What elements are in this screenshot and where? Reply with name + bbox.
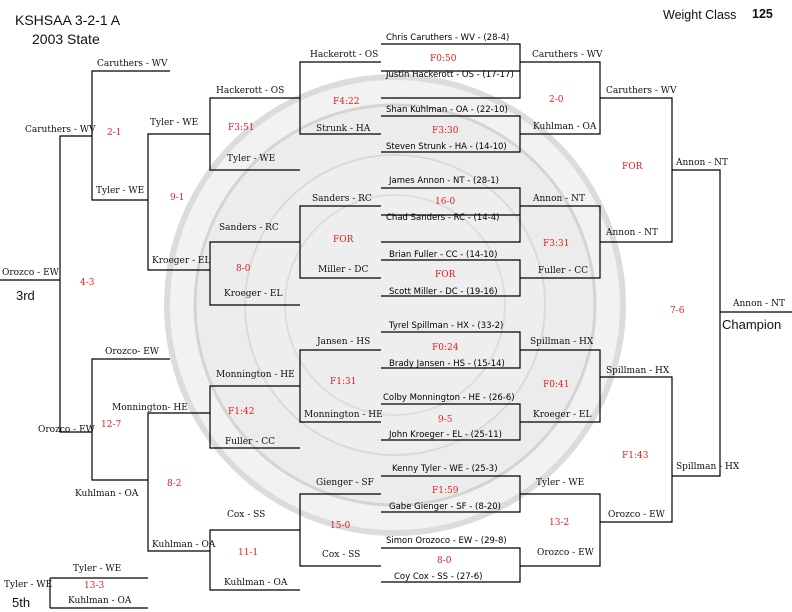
left-r4-name: Kuhlman - OA xyxy=(75,489,139,499)
match-6-top: Colby Monnington - HE - (26-6) xyxy=(383,393,515,403)
right-r1-name: Orozco - EW xyxy=(537,548,594,558)
match-7-bottom: Gabe Gienger - SF - (8-20) xyxy=(389,502,501,512)
left-r5-name: Caruthers - WV xyxy=(25,125,96,135)
left-r2-name: Kroeger - EL xyxy=(224,289,283,299)
champion-name: Annon - NT xyxy=(733,299,785,309)
right-r1-name: Kuhlman - OA xyxy=(533,122,597,132)
fifth-score: 13-3 xyxy=(84,581,105,591)
match-5-score: F0:24 xyxy=(432,343,459,353)
right-r2-name: Annon - NT xyxy=(606,228,658,238)
match-5-top: Tyrel Spillman - HX - (33-2) xyxy=(389,321,504,331)
left-r1-name: Cox - SS xyxy=(322,550,361,560)
match-8-top: Simon Orozoco - EW - (29-8) xyxy=(386,536,507,546)
match-2-top: Shan Kuhlman - OA - (22-10) xyxy=(386,105,508,115)
left-r1-score: F4:22 xyxy=(333,97,360,107)
fifth-winner: Tyler - WE xyxy=(4,580,53,590)
left-r3-name: Kroeger - EL xyxy=(152,256,211,266)
left-r2-score: 11-1 xyxy=(238,548,259,558)
left-r1-score: 15-0 xyxy=(330,521,351,531)
left-r1-score: F1:31 xyxy=(330,377,357,387)
match-3-bottom: Chad Sanders - RC - (14-4) xyxy=(386,213,500,223)
left-r3-name: Tyler - WE xyxy=(96,186,145,196)
match-7-top: Kenny Tyler - WE - (25-3) xyxy=(392,464,498,474)
left-r4-name: Orozco- EW xyxy=(105,347,160,357)
left-r2-name: Kuhlman - OA xyxy=(224,578,288,588)
left-r3-name: Kuhlman - OA xyxy=(152,540,216,550)
match-1-top: Chris Caruthers - WV - (28-4) xyxy=(386,33,510,43)
match-1-score: F0:50 xyxy=(430,54,457,64)
left-r5-score: 4-3 xyxy=(80,278,95,288)
match-5-bottom: Brady Jansen - HS - (15-14) xyxy=(389,359,505,369)
match-4-bottom: Scott Miller - DC - (19-16) xyxy=(389,287,498,297)
left-r2-name: Sanders - RC xyxy=(219,223,279,233)
right-r2-name: Orozco - EW xyxy=(608,510,665,520)
right-r1-name: Fuller - CC xyxy=(538,266,588,276)
left-r1-name: Strunk - HA xyxy=(316,124,371,134)
left-r3-score: 8-2 xyxy=(167,479,182,489)
match-4-top: Brian Fuller - CC - (14-10) xyxy=(389,250,498,260)
match-8-score: 8-0 xyxy=(437,556,452,566)
match-7-score: F1:59 xyxy=(432,486,459,496)
third-place-name: Orozco - EW xyxy=(2,268,59,278)
tournament-year: 2003 State xyxy=(32,31,100,47)
left-r2-score: F3:51 xyxy=(228,123,255,133)
weight-class-label: Weight Class xyxy=(663,8,737,22)
third-place-label: 3rd xyxy=(16,288,35,303)
right-r1-score: F0:41 xyxy=(543,380,570,390)
left-r3-name: Monnington- HE xyxy=(112,403,188,413)
left-r2-name: Hackerott - OS xyxy=(216,86,285,96)
left-r5-name: Orozco - EW xyxy=(38,425,95,435)
right-r2-score: FOR xyxy=(622,162,643,172)
left-r4-name: Caruthers - WV xyxy=(97,59,168,69)
match-3-top: James Annon - NT - (28-1) xyxy=(389,176,499,186)
right-r2-name: Caruthers - WV xyxy=(606,86,677,96)
left-r4-score: 2-1 xyxy=(107,128,122,138)
left-r1-name: Jansen - HS xyxy=(317,337,371,347)
left-r2-name: Cox - SS xyxy=(227,510,266,520)
match-2-score: F3:30 xyxy=(432,126,459,136)
right-r1-name: Annon - NT xyxy=(533,194,585,204)
right-r1-name: Caruthers - WV xyxy=(532,50,603,60)
left-r1-name: Monnington - HE xyxy=(304,410,383,420)
match-6-bottom: John Kroeger - EL - (25-11) xyxy=(389,430,502,440)
right-r3-score: 7-6 xyxy=(670,306,685,316)
match-4-score: FOR xyxy=(435,270,456,280)
right-r1-name: Kroeger - EL xyxy=(533,410,592,420)
tournament-title: KSHSAA 3-2-1 A xyxy=(15,12,121,28)
left-r3-name: Tyler - WE xyxy=(150,118,199,128)
left-r2-name: Monnington - HE xyxy=(216,370,295,380)
right-r3-name: Spillman - HX xyxy=(676,462,740,472)
right-r2-name: Spillman - HX xyxy=(606,366,670,376)
left-r1-score: FOR xyxy=(333,235,354,245)
match-3-score: 16-0 xyxy=(435,197,456,207)
right-r2-score: F1:43 xyxy=(622,451,649,461)
left-r1-name: Hackerott - OS xyxy=(310,50,379,60)
fifth-place-label: 5th xyxy=(12,595,31,610)
champion-label: Champion xyxy=(722,317,782,332)
weight-class-value: 125 xyxy=(752,7,773,21)
fifth-top: Tyler - WE xyxy=(73,564,122,574)
left-r2-score: F1:42 xyxy=(228,407,255,417)
left-r1-name: Miller - DC xyxy=(318,265,369,275)
right-r1-score: 2-0 xyxy=(549,95,564,105)
match-2-bottom: Steven Strunk - HA - (14-10) xyxy=(386,142,507,152)
right-r1-score: 13-2 xyxy=(549,518,570,528)
match-8-bottom: Coy Cox - SS - (27-6) xyxy=(394,572,483,582)
left-r3-score: 9-1 xyxy=(170,193,185,203)
fifth-bottom: Kuhlman - OA xyxy=(68,596,132,606)
right-r1-name: Spillman - HX xyxy=(530,337,594,347)
left-r1-name: Sanders - RC xyxy=(312,194,372,204)
match-1-bottom: Justin Hackerott - OS - (17-17) xyxy=(386,70,514,80)
right-r1-name: Tyler - WE xyxy=(536,478,585,488)
left-r4-score: 12-7 xyxy=(101,420,122,430)
left-r2-name: Tyler - WE xyxy=(227,154,276,164)
left-r2-name: Fuller - CC xyxy=(225,437,275,447)
right-r1-score: F3:31 xyxy=(543,239,570,249)
left-r2-score: 8-0 xyxy=(236,264,251,274)
right-r3-name: Annon - NT xyxy=(676,158,728,168)
match-6-score: 9-5 xyxy=(438,415,453,425)
left-r1-name: Gienger - SF xyxy=(316,478,374,488)
